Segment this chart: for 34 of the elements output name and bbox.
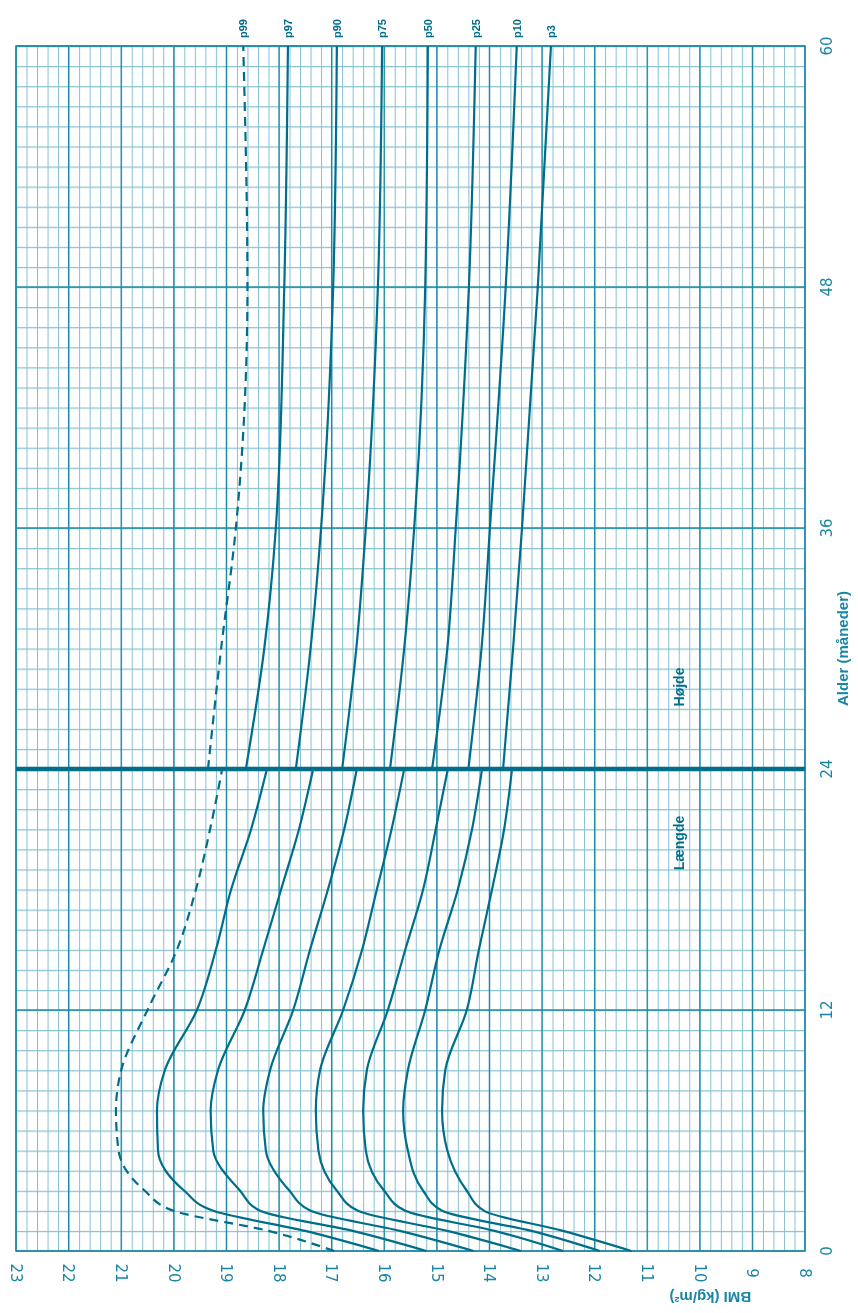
annotation: Højde	[670, 667, 687, 707]
x-tick-label: 18	[269, 1263, 288, 1283]
x-tick-label: 21	[111, 1263, 130, 1283]
x-tick-label: 16	[374, 1263, 393, 1283]
y-axis-title: Alder (måneder)	[834, 590, 852, 707]
y-tick-label: 12	[818, 1000, 837, 1020]
y-tick-label: 60	[818, 36, 837, 56]
text: p50	[421, 19, 434, 38]
x-tick-label: 15	[427, 1263, 446, 1283]
x-tick-label: 10	[690, 1263, 709, 1283]
x-tick-label: 12	[585, 1263, 604, 1283]
x-tick-label: 11	[637, 1263, 656, 1283]
x-axis-title: BMI (kg/m²)	[669, 1288, 752, 1306]
text: p10	[510, 19, 523, 38]
y-tick-label: 48	[818, 277, 837, 297]
x-tick-label: 9	[743, 1268, 762, 1278]
x-tick-label: 8	[795, 1268, 814, 1278]
x-tick-label: 17	[322, 1263, 341, 1283]
y-tick-label: 36	[818, 518, 837, 538]
x-tick-label: 22	[59, 1263, 78, 1283]
text: p25	[469, 19, 482, 38]
x-tick-label: 19	[217, 1263, 236, 1283]
annotation: Længde	[670, 815, 687, 871]
y-tick-label: 0	[818, 1246, 837, 1256]
text: p75	[375, 19, 388, 38]
x-tick-label: 23	[6, 1263, 25, 1283]
text: p3	[544, 25, 557, 38]
text: p90	[330, 19, 343, 38]
y-tick-label: 24	[818, 759, 837, 779]
x-tick-label: 13	[532, 1263, 551, 1283]
x-tick-label: 14	[480, 1263, 499, 1283]
text: p97	[281, 19, 294, 38]
x-tick-label: 20	[164, 1263, 183, 1283]
text: p99	[237, 19, 250, 38]
